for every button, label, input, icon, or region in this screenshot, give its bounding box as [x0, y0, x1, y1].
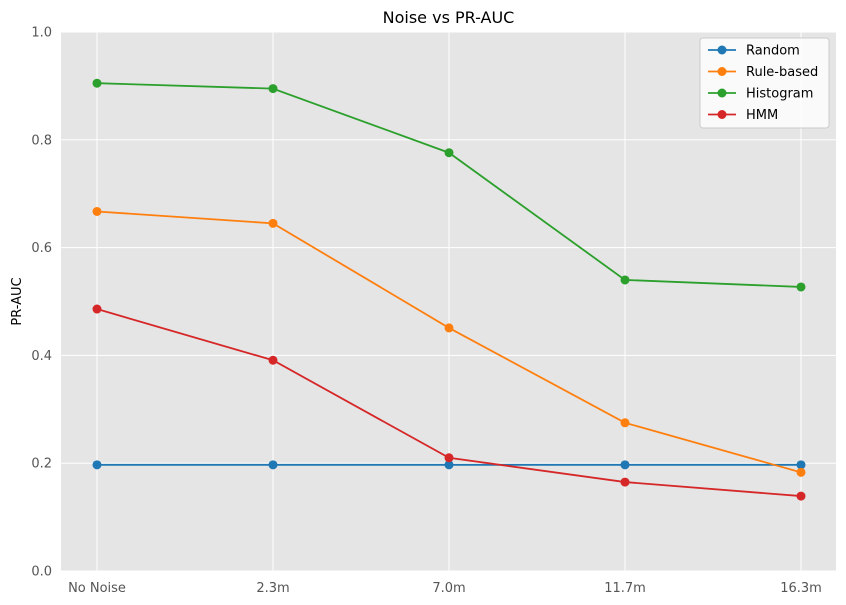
chart-title: Noise vs PR-AUC	[383, 8, 515, 27]
legend-box	[699, 37, 830, 129]
data-point	[620, 275, 630, 285]
y-tick-label: 0.6	[31, 241, 52, 256]
data-point	[268, 355, 278, 365]
data-point	[620, 460, 630, 470]
x-tick-label: 16.3m	[780, 581, 822, 596]
series-histogram	[92, 78, 806, 292]
data-point	[620, 477, 630, 487]
data-point	[92, 460, 102, 470]
y-axis-label: PR-AUC	[10, 277, 25, 325]
x-tick-label: No Noise	[68, 581, 126, 596]
data-point	[620, 418, 630, 428]
data-point	[268, 218, 278, 228]
data-point	[268, 84, 278, 94]
legend-swatch-marker	[717, 88, 727, 98]
y-tick-label: 0.4	[31, 349, 52, 364]
legend-swatch-marker	[717, 45, 727, 55]
series-rule-based	[92, 206, 806, 477]
y-tick-label: 0.8	[31, 133, 52, 148]
data-point	[92, 304, 102, 314]
x-tick-label: 7.0m	[432, 581, 465, 596]
data-point	[796, 460, 806, 470]
data-point	[92, 78, 102, 88]
y-tick-label: 1.0	[31, 26, 52, 41]
x-tick-label: 2.3m	[256, 581, 289, 596]
legend-label: Histogram	[746, 87, 813, 102]
data-point	[444, 453, 454, 463]
legend: Random Rule-based Histogram HMM	[699, 37, 830, 129]
data-point	[444, 460, 454, 470]
y-axis-ticks: 0.0 0.2 0.4 0.6 0.8 1.0	[31, 26, 52, 580]
legend-label: Rule-based	[746, 65, 818, 80]
data-point	[796, 282, 806, 292]
data-point	[268, 460, 278, 470]
data-point	[444, 148, 454, 158]
y-tick-label: 0.2	[31, 457, 52, 472]
x-tick-label: 11.7m	[604, 581, 646, 596]
legend-swatch-marker	[717, 110, 727, 119]
data-point	[796, 491, 806, 501]
legend-swatch-marker	[717, 67, 727, 76]
legend-label: HMM	[746, 108, 778, 123]
x-axis-ticks: No Noise 2.3m 7.0m 11.7m 16.3m	[68, 581, 822, 596]
series-hmm	[92, 304, 806, 501]
series-group	[92, 78, 806, 501]
series-random	[92, 460, 806, 470]
y-tick-label: 0.0	[31, 565, 52, 580]
data-point	[444, 323, 454, 333]
legend-label: Random	[746, 44, 800, 59]
data-point	[796, 467, 806, 477]
data-point	[92, 206, 102, 216]
